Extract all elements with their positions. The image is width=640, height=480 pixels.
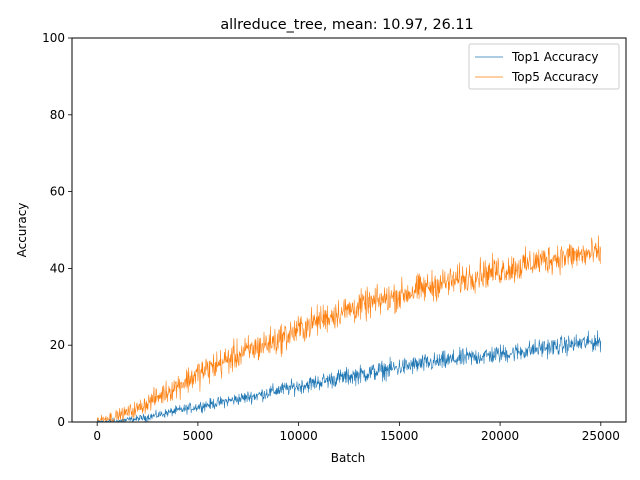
- x-tick-label: 20000: [481, 429, 519, 443]
- x-axis-label: Batch: [331, 451, 366, 465]
- plot-frame: [71, 37, 627, 423]
- y-tick-label: 80: [50, 108, 65, 122]
- y-tick-label: 100: [42, 31, 65, 45]
- x-tick-label: 15000: [380, 429, 418, 443]
- x-tick-label: 25000: [582, 429, 620, 443]
- chart-title: allreduce_tree, mean: 10.97, 26.11: [220, 17, 473, 33]
- top1-accuracy-line: [96, 330, 602, 423]
- legend-label-top1: Top1 Accuracy: [511, 50, 598, 64]
- y-axis: 0 20 40 60 80 100: [42, 31, 72, 429]
- y-tick-label: 40: [50, 261, 65, 275]
- series-layer: [96, 235, 602, 423]
- x-tick-label: 10000: [280, 429, 318, 443]
- y-tick-label: 20: [50, 338, 65, 352]
- y-tick-label: 0: [57, 415, 65, 429]
- y-tick-label: 60: [50, 185, 65, 199]
- legend-label-top5: Top5 Accuracy: [511, 70, 598, 84]
- x-axis: 0 5000 10000 15000 20000 25000: [93, 422, 620, 443]
- x-tick-label: 5000: [183, 429, 214, 443]
- legend-box: [468, 43, 620, 90]
- legend: Top1 Accuracy Top5 Accuracy: [468, 43, 620, 90]
- y-axis-label: Accuracy: [15, 203, 29, 258]
- top5-accuracy-line: [96, 235, 602, 422]
- x-tick-label: 0: [93, 429, 101, 443]
